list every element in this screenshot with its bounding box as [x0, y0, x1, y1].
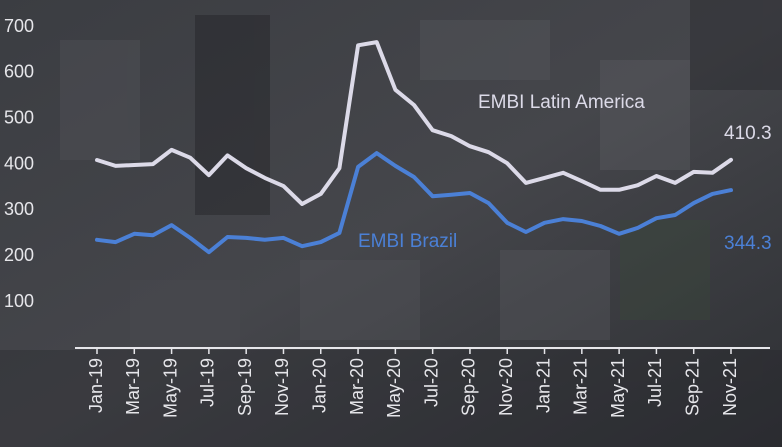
x-tick-label: Nov-21: [720, 358, 740, 416]
value-label: 344.3: [724, 233, 772, 254]
y-tick-label: 600: [4, 62, 34, 82]
x-tick-label: May-19: [160, 358, 180, 418]
x-tick-label: May-21: [608, 358, 628, 418]
x-tick-label: Jul-19: [198, 358, 218, 407]
series-line: [95, 151, 733, 255]
y-tick-label: 200: [4, 245, 34, 265]
y-tick-label: 500: [4, 107, 34, 127]
x-tick-label: Jan-20: [310, 358, 330, 413]
y-tick-label: 400: [4, 153, 34, 173]
x-tick-label: Nov-20: [496, 358, 516, 416]
y-tick-label: 700: [4, 16, 34, 36]
x-tick-label: May-20: [384, 358, 404, 418]
series-name: EMBI Latin America: [478, 92, 645, 113]
x-tick-label: Nov-19: [272, 358, 292, 416]
series-line: [95, 40, 733, 206]
x-tick-label: Sep-21: [682, 358, 702, 416]
x-tick-label: Sep-20: [459, 358, 479, 416]
x-tick-label: Jul-21: [645, 358, 665, 407]
x-tick-label: Jan-19: [86, 358, 106, 413]
x-tick-label: Mar-19: [123, 358, 143, 415]
value-label: 410.3: [724, 123, 772, 144]
x-tick-label: Mar-20: [347, 358, 367, 415]
y-tick-label: 100: [4, 291, 34, 311]
x-tick-label: Jul-20: [421, 358, 441, 407]
x-tick-label: Sep-19: [235, 358, 255, 416]
series-name: EMBI Brazil: [358, 231, 457, 252]
x-tick-label: Mar-21: [571, 358, 591, 415]
y-tick-label: 300: [4, 199, 34, 219]
x-tick-label: Jan-21: [533, 358, 553, 413]
